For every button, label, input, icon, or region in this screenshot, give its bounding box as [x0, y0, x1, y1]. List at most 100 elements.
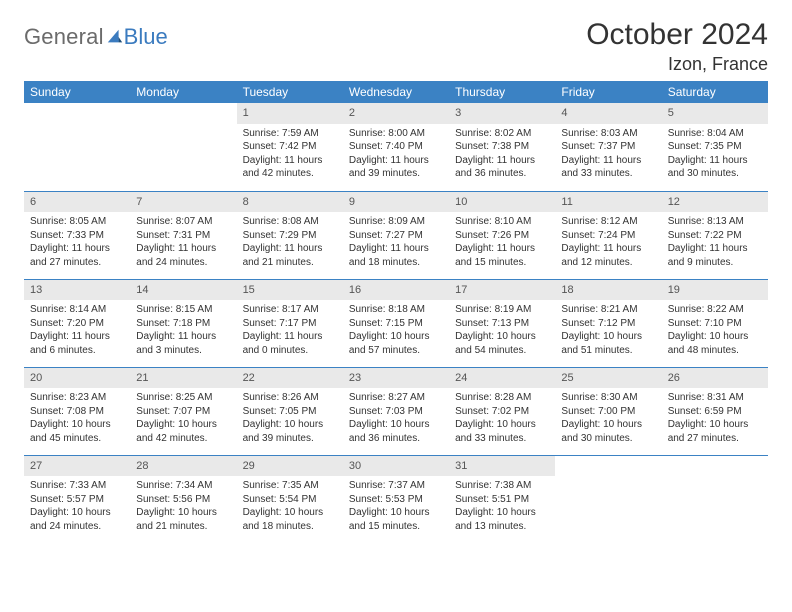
day-body: Sunrise: 8:04 AMSunset: 7:35 PMDaylight:… [662, 124, 768, 185]
sunrise-text: Sunrise: 8:30 AM [561, 391, 655, 405]
calendar-week-row: 13Sunrise: 8:14 AMSunset: 7:20 PMDayligh… [24, 279, 768, 367]
page-header: General Blue October 2024 Izon, France [24, 18, 768, 75]
day-number: 27 [24, 456, 130, 477]
calendar-day-cell [555, 455, 661, 543]
daylight-text: Daylight: 11 hours and 15 minutes. [455, 242, 549, 269]
day-body: Sunrise: 8:17 AMSunset: 7:17 PMDaylight:… [237, 300, 343, 361]
day-number: 10 [449, 192, 555, 213]
calendar-day-cell: 3Sunrise: 8:02 AMSunset: 7:38 PMDaylight… [449, 103, 555, 191]
day-body: Sunrise: 8:15 AMSunset: 7:18 PMDaylight:… [130, 300, 236, 361]
weekday-header: Wednesday [343, 81, 449, 103]
day-number: 15 [237, 280, 343, 301]
daylight-text: Daylight: 10 hours and 18 minutes. [243, 506, 337, 533]
weekday-header: Monday [130, 81, 236, 103]
calendar-day-cell: 6Sunrise: 8:05 AMSunset: 7:33 PMDaylight… [24, 191, 130, 279]
day-body: Sunrise: 8:25 AMSunset: 7:07 PMDaylight:… [130, 388, 236, 449]
daylight-text: Daylight: 10 hours and 15 minutes. [349, 506, 443, 533]
day-body: Sunrise: 8:31 AMSunset: 6:59 PMDaylight:… [662, 388, 768, 449]
sunrise-text: Sunrise: 8:03 AM [561, 127, 655, 141]
sunrise-text: Sunrise: 8:09 AM [349, 215, 443, 229]
calendar-day-cell: 21Sunrise: 8:25 AMSunset: 7:07 PMDayligh… [130, 367, 236, 455]
day-body: Sunrise: 7:38 AMSunset: 5:51 PMDaylight:… [449, 476, 555, 537]
daylight-text: Daylight: 10 hours and 39 minutes. [243, 418, 337, 445]
sunset-text: Sunset: 7:37 PM [561, 140, 655, 154]
calendar-day-cell: 2Sunrise: 8:00 AMSunset: 7:40 PMDaylight… [343, 103, 449, 191]
calendar-day-cell [24, 103, 130, 191]
title-block: October 2024 Izon, France [586, 18, 768, 75]
calendar-day-cell: 17Sunrise: 8:19 AMSunset: 7:13 PMDayligh… [449, 279, 555, 367]
day-body: Sunrise: 8:02 AMSunset: 7:38 PMDaylight:… [449, 124, 555, 185]
calendar-day-cell: 27 Sunrise: 7:33 AMSunset: 5:57 PMDayligh… [24, 455, 130, 543]
sunset-text: Sunset: 7:07 PM [136, 405, 230, 419]
sunrise-text: Sunrise: 8:27 AM [349, 391, 443, 405]
day-number: 20 [24, 368, 130, 389]
sunrise-text: Sunrise: 8:23 AM [30, 391, 124, 405]
day-body: Sunrise: 8:21 AMSunset: 7:12 PMDaylight:… [555, 300, 661, 361]
calendar-day-cell: 31Sunrise: 7:38 AMSunset: 5:51 PMDayligh… [449, 455, 555, 543]
daylight-text: Daylight: 10 hours and 13 minutes. [455, 506, 549, 533]
day-number: 16 [343, 280, 449, 301]
sunset-text: Sunset: 5:53 PM [349, 493, 443, 507]
daylight-text: Daylight: 10 hours and 57 minutes. [349, 330, 443, 357]
sunset-text: Sunset: 7:08 PM [30, 405, 124, 419]
sunrise-text: Sunrise: 7:37 AM [349, 479, 443, 493]
day-number: 8 [237, 192, 343, 213]
sunrise-text: Sunrise: 7:33 AM [30, 479, 124, 493]
daylight-text: Daylight: 10 hours and 21 minutes. [136, 506, 230, 533]
daylight-text: Daylight: 11 hours and 39 minutes. [349, 154, 443, 181]
day-body: Sunrise: 8:27 AMSunset: 7:03 PMDaylight:… [343, 388, 449, 449]
day-number: 4 [555, 103, 661, 124]
sunset-text: Sunset: 7:17 PM [243, 317, 337, 331]
sunrise-text: Sunrise: 8:17 AM [243, 303, 337, 317]
day-body: Sunrise: 8:13 AMSunset: 7:22 PMDaylight:… [662, 212, 768, 273]
sunrise-text: Sunrise: 8:00 AM [349, 127, 443, 141]
day-number: 31 [449, 456, 555, 477]
calendar-day-cell: 10Sunrise: 8:10 AMSunset: 7:26 PMDayligh… [449, 191, 555, 279]
sunset-text: Sunset: 5:57 PM [30, 493, 124, 507]
calendar-week-row: 27Sunrise: 7:33 AMSunset: 5:57 PMDayligh… [24, 455, 768, 543]
sunrise-text: Sunrise: 7:35 AM [243, 479, 337, 493]
calendar-day-cell: 28Sunrise: 7:34 AMSunset: 5:56 PMDayligh… [130, 455, 236, 543]
sunrise-text: Sunrise: 8:14 AM [30, 303, 124, 317]
sunrise-text: Sunrise: 8:28 AM [455, 391, 549, 405]
sunset-text: Sunset: 7:05 PM [243, 405, 337, 419]
sunset-text: Sunset: 7:18 PM [136, 317, 230, 331]
daylight-text: Daylight: 11 hours and 33 minutes. [561, 154, 655, 181]
day-body: Sunrise: 8:18 AMSunset: 7:15 PMDaylight:… [343, 300, 449, 361]
day-number: 12 [662, 192, 768, 213]
calendar-day-cell: 13Sunrise: 8:14 AMSunset: 7:20 PMDayligh… [24, 279, 130, 367]
day-number: 11 [555, 192, 661, 213]
day-number: 19 [662, 280, 768, 301]
daylight-text: Daylight: 10 hours and 36 minutes. [349, 418, 443, 445]
sunrise-text: Sunrise: 8:22 AM [668, 303, 762, 317]
sunset-text: Sunset: 7:12 PM [561, 317, 655, 331]
sunrise-text: Sunrise: 8:10 AM [455, 215, 549, 229]
calendar-day-cell: 14Sunrise: 8:15 AMSunset: 7:18 PMDayligh… [130, 279, 236, 367]
weekday-header: Saturday [662, 81, 768, 103]
sunset-text: Sunset: 5:54 PM [243, 493, 337, 507]
sunrise-text: Sunrise: 8:25 AM [136, 391, 230, 405]
daylight-text: Daylight: 10 hours and 42 minutes. [136, 418, 230, 445]
calendar-day-cell: 30Sunrise: 7:37 AMSunset: 5:53 PMDayligh… [343, 455, 449, 543]
day-number: 23 [343, 368, 449, 389]
daylight-text: Daylight: 10 hours and 27 minutes. [668, 418, 762, 445]
calendar-day-cell [662, 455, 768, 543]
calendar-day-cell: 25Sunrise: 8:30 AMSunset: 7:00 PMDayligh… [555, 367, 661, 455]
day-number: 14 [130, 280, 236, 301]
month-title: October 2024 [586, 18, 768, 52]
sunset-text: Sunset: 5:56 PM [136, 493, 230, 507]
sunrise-text: Sunrise: 8:18 AM [349, 303, 443, 317]
calendar-week-row: 20 Sunrise: 8:23 AMSunset: 7:08 PM Dayligh… [24, 367, 768, 455]
sunset-text: Sunset: 7:40 PM [349, 140, 443, 154]
sunrise-text: Sunrise: 8:31 AM [668, 391, 762, 405]
sunset-text: Sunset: 7:15 PM [349, 317, 443, 331]
sunrise-text: Sunrise: 8:04 AM [668, 127, 762, 141]
daylight-text: Daylight: 11 hours and 27 minutes. [30, 242, 124, 269]
sunrise-text: Sunrise: 8:15 AM [136, 303, 230, 317]
day-body: Sunrise: 7:35 AMSunset: 5:54 PMDaylight:… [237, 476, 343, 537]
daylight-text: Daylight: 10 hours and 24 minutes. [30, 506, 124, 533]
day-body: Sunrise: 8:26 AMSunset: 7:05 PMDaylight:… [237, 388, 343, 449]
sunrise-text: Sunrise: 8:02 AM [455, 127, 549, 141]
calendar-table: Sunday Monday Tuesday Wednesday Thursday… [24, 81, 768, 543]
day-number: 24 [449, 368, 555, 389]
